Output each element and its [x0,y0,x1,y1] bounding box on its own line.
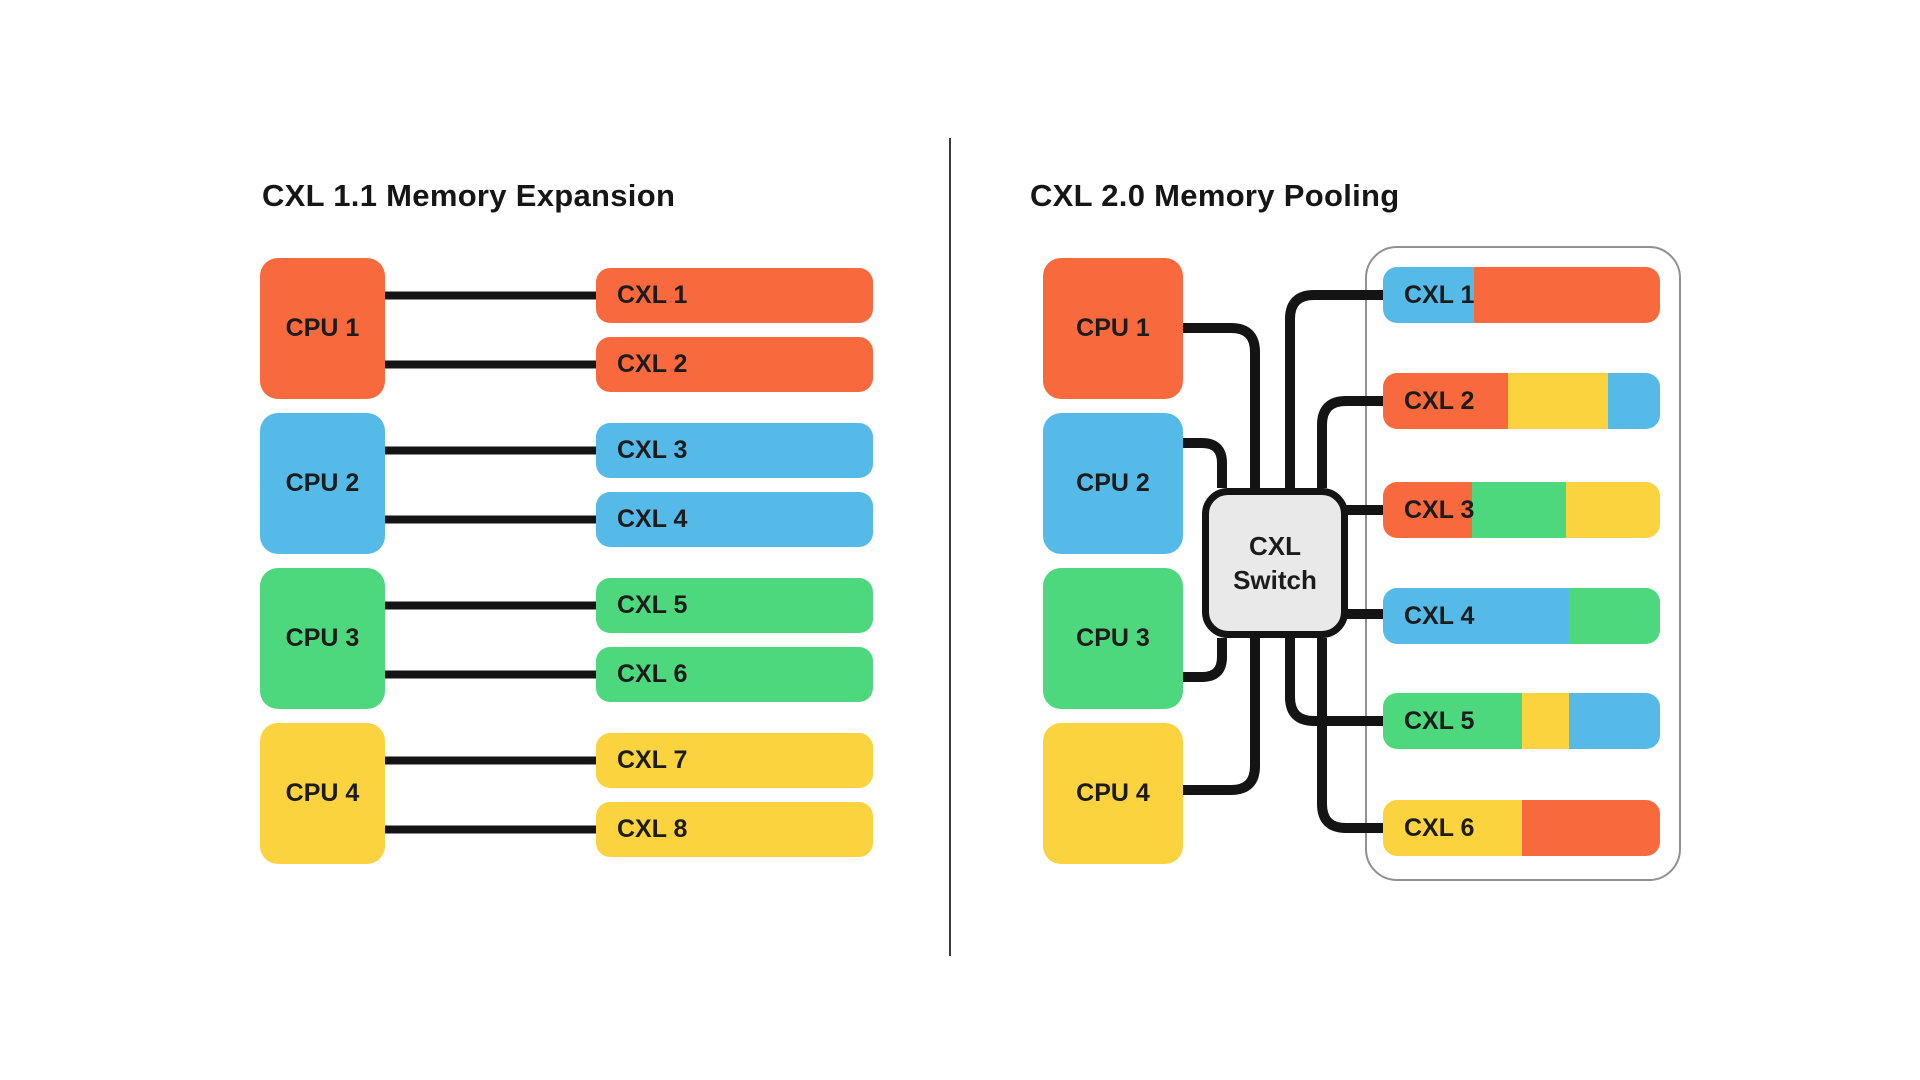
right-link-switch-to-cxl1 [1285,290,1385,488]
left-memory-bar-label-3: CXL 3 [617,436,688,464]
left-memory-bar-3: CXL 3 [596,423,873,478]
right-link-cpu1-to-switch [1181,323,1260,488]
left-cpu-box-1: CPU 1 [260,258,385,399]
right-memory-bar-label-2: CXL 2 [1404,386,1475,415]
right-memory-bar-6: CXL 6 [1383,800,1660,856]
left-memory-bar-8: CXL 8 [596,802,873,857]
left-cpu-box-4: CPU 4 [260,723,385,864]
memory-pool-container [1365,246,1681,881]
right-cpu-box-1: CPU 1 [1043,258,1183,399]
left-memory-bar-1: CXL 1 [596,268,873,323]
right-panel-title: CXL 2.0 Memory Pooling [1030,178,1400,213]
right-memory-bar-label-1: CXL 1 [1404,280,1475,309]
right-memory-bar-1-segment-blue [1383,267,1474,323]
right-memory-bar-5: CXL 5 [1383,693,1660,749]
right-cpu-box-3: CPU 3 [1043,568,1183,709]
right-memory-bar-3: CXL 3 [1383,482,1660,538]
right-memory-bar-6-segment-yellow [1383,800,1522,856]
right-memory-bar-6-segment-orange [1522,800,1660,856]
right-memory-bar-2: CXL 2 [1383,373,1660,429]
right-memory-bar-2-segment-orange [1383,373,1508,429]
right-memory-bar-4: CXL 4 [1383,588,1660,644]
right-memory-bar-2-segment-blue [1608,373,1660,429]
left-memory-bar-label-8: CXL 8 [617,815,688,843]
right-memory-bar-label-6: CXL 6 [1404,813,1475,842]
right-memory-bar-2-segment-yellow [1508,373,1608,429]
right-memory-bar-5-segment-green [1383,693,1522,749]
cxl-switch-box: CXL Switch [1202,488,1348,638]
left-memory-bar-7: CXL 7 [596,733,873,788]
left-memory-bar-label-1: CXL 1 [617,281,688,309]
left-memory-bar-label-6: CXL 6 [617,660,688,688]
cxl-switch-label-line1: CXL [1249,531,1301,561]
right-link-cpu2-to-switch [1181,438,1227,488]
left-memory-bar-4: CXL 4 [596,492,873,547]
right-link-switch-to-cxl5 [1285,638,1385,726]
right-memory-bar-label-3: CXL 3 [1404,495,1475,524]
left-cpu-box-2: CPU 2 [260,413,385,554]
left-memory-bar-6: CXL 6 [596,647,873,702]
left-cpu-box-3: CPU 3 [260,568,385,709]
left-memory-bar-label-5: CXL 5 [617,591,688,619]
right-memory-bar-1-segment-orange [1474,267,1660,323]
right-memory-bar-3-segment-orange [1383,482,1472,538]
right-memory-bar-5-segment-yellow [1522,693,1569,749]
right-link-switch-to-cxl6 [1317,638,1385,833]
right-cpu-box-2: CPU 2 [1043,413,1183,554]
right-memory-bar-4-segment-blue [1383,588,1569,644]
right-memory-bar-1: CXL 1 [1383,267,1660,323]
left-memory-bar-label-7: CXL 7 [617,746,688,774]
right-memory-bar-5-segment-blue [1569,693,1660,749]
left-memory-bar-label-2: CXL 2 [617,350,688,378]
right-memory-bar-3-segment-green [1472,482,1566,538]
right-memory-bar-label-5: CXL 5 [1404,706,1475,735]
right-memory-bar-label-4: CXL 4 [1404,601,1475,630]
right-cpu-box-4: CPU 4 [1043,723,1183,864]
cxl-switch-label-line2: Switch [1233,565,1317,595]
left-memory-bar-5: CXL 5 [596,578,873,633]
left-memory-bar-label-4: CXL 4 [617,505,688,533]
right-link-cpu3-to-switch [1181,638,1227,682]
right-link-cpu4-to-switch [1181,638,1260,795]
right-link-switch-to-cxl2 [1317,396,1385,488]
panel-divider [949,138,951,956]
left-memory-bar-2: CXL 2 [596,337,873,392]
right-memory-bar-3-segment-yellow [1566,482,1660,538]
left-panel-title: CXL 1.1 Memory Expansion [262,178,676,213]
right-memory-bar-4-segment-green [1569,588,1660,644]
